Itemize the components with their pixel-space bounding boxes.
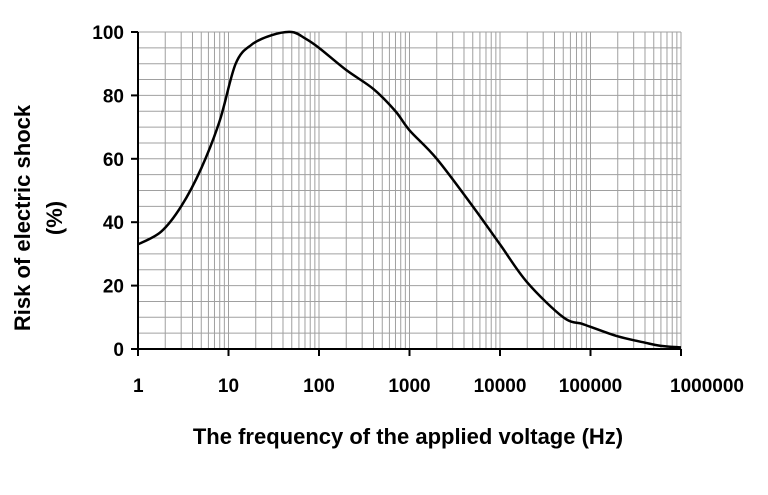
y-axis-label-line1: Risk of electric shock — [10, 104, 35, 331]
y-tick-label: 40 — [103, 213, 124, 234]
y-axis-label-line2: (%) — [42, 201, 67, 235]
x-tick-label: 1 — [133, 376, 144, 397]
x-tick-label: 1000000 — [670, 376, 744, 397]
series-line — [137, 30, 682, 349]
tick-labels: 0 20 40 60 80 100 1 10 100 1000 10000 100000 1000000 — [92, 23, 744, 397]
axes — [131, 31, 682, 356]
x-tick-label: 10000 — [474, 376, 527, 397]
series — [137, 30, 682, 349]
y-tick-label: 0 — [113, 340, 124, 361]
grid — [137, 31, 682, 350]
x-tick-label: 10 — [218, 376, 239, 397]
y-tick-label: 100 — [92, 23, 124, 44]
x-axis-label: The frequency of the applied voltage (Hz… — [193, 424, 623, 449]
y-tick-label: 80 — [103, 86, 124, 107]
x-tick-label: 100 — [303, 376, 335, 397]
x-tick-label: 100000 — [559, 376, 622, 397]
y-tick-label: 60 — [103, 150, 124, 171]
y-tick-label: 20 — [103, 277, 124, 298]
x-tick-label: 1000 — [388, 376, 430, 397]
